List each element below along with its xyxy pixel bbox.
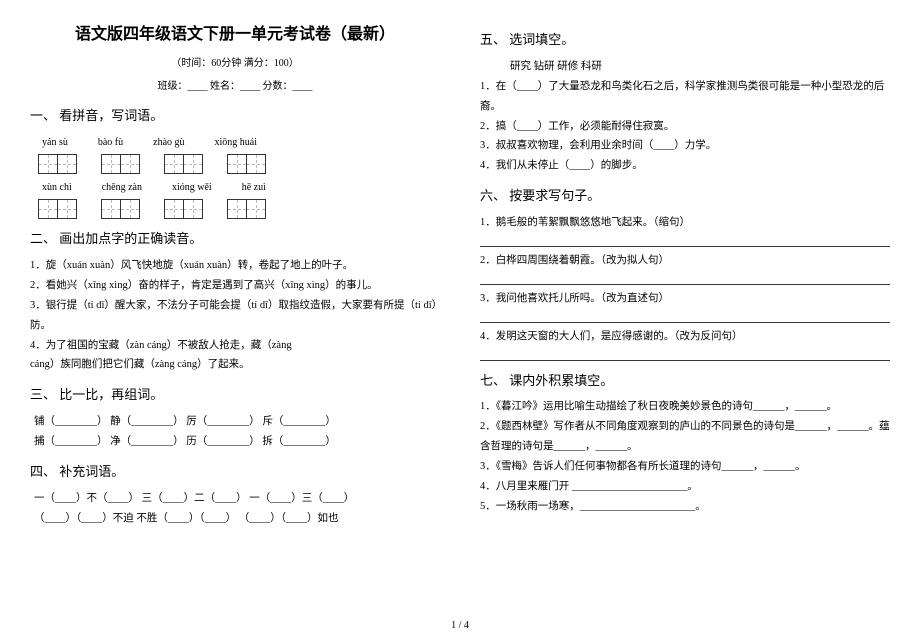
q-item: 5．一场秋雨一场寒，______________________。 xyxy=(480,497,890,517)
q-item: 2．《题西林壁》写作者从不同角度观察到的庐山的不同景色的诗句是______，__… xyxy=(480,417,890,457)
pinyin: hē zuì xyxy=(242,178,266,197)
tian-group xyxy=(38,154,77,174)
pinyin-row-2: xùn chì chēng zàn xióng wěi hē zuì xyxy=(30,178,440,197)
tian-group xyxy=(227,199,266,219)
page: 语文版四年级语文下册一单元考试卷（最新） （时间：60分钟 满分：100） 班级… xyxy=(0,0,920,539)
pinyin: xùn chì xyxy=(42,178,72,197)
q-item: 4．发明这天窗的大人们，是应得感谢的。（改为反问句） xyxy=(480,327,890,347)
word-row: （____）（____）不迫 不胜（____）（____） （____）（___… xyxy=(30,509,440,529)
pinyin: xiōng huái xyxy=(215,133,258,152)
left-column: 语文版四年级语文下册一单元考试卷（最新） （时间：60分钟 满分：100） 班级… xyxy=(30,20,440,529)
answer-line xyxy=(480,309,890,323)
word-row: 一（____）不（____） 三（____）二（____） 一（____）三（_… xyxy=(30,489,440,509)
answer-line xyxy=(480,233,890,247)
word-row: 铺（________） 静（________） 厉（________） 斥（__… xyxy=(30,412,440,432)
section-7-header: 七、 课内外积累填空。 xyxy=(480,369,890,394)
q-item: 3．银行提（tí dī）醒大家，不法分子可能会提（tí dī）取指纹造假，大家要… xyxy=(30,296,440,336)
q-item: 1．《暮江吟》运用比喻生动描绘了秋日夜晚美妙景色的诗句______，______… xyxy=(480,397,890,417)
word-row: 捕（________） 净（________） 历（________） 拆（__… xyxy=(30,432,440,452)
right-column: 五、 选词填空。 研究 钻研 研修 科研 1．在（____）了大量恐龙和鸟类化石… xyxy=(480,20,890,529)
answer-line xyxy=(480,271,890,285)
pinyin: zhào gù xyxy=(153,133,184,152)
student-info: 班级：____ 姓名：____ 分数：____ xyxy=(30,77,440,96)
box-row-2 xyxy=(30,199,440,219)
tian-group xyxy=(38,199,77,219)
pinyin: xióng wěi xyxy=(172,178,212,197)
doc-subtitle: （时间：60分钟 满分：100） xyxy=(30,54,440,73)
tian-group xyxy=(227,154,266,174)
pinyin: yán sù xyxy=(42,133,68,152)
q-item: cáng）族同胞们把它们藏（zàng cáng）了起来。 xyxy=(30,355,440,375)
pinyin: bào fù xyxy=(98,133,123,152)
box-row-1 xyxy=(30,154,440,174)
q-item: 2．看她兴（xīng xìng）奋的样子，肯定是遇到了高兴（xīng xìng）… xyxy=(30,276,440,296)
pinyin: chēng zàn xyxy=(102,178,142,197)
q-item: 3．叔叔喜欢物理，会利用业余时间（____）力学。 xyxy=(480,136,890,156)
doc-title: 语文版四年级语文下册一单元考试卷（最新） xyxy=(30,20,440,50)
page-footer: 1 / 4 xyxy=(0,620,920,631)
section-3-header: 三、 比一比，再组词。 xyxy=(30,383,440,408)
q-item: 3．我问他喜欢托儿所吗。（改为直述句） xyxy=(480,289,890,309)
tian-group xyxy=(101,154,140,174)
tian-group xyxy=(164,199,203,219)
answer-line xyxy=(480,347,890,361)
tian-group xyxy=(164,154,203,174)
tian-group xyxy=(101,199,140,219)
pinyin-row-1: yán sù bào fù zhào gù xiōng huái xyxy=(30,133,440,152)
section-5-header: 五、 选词填空。 xyxy=(480,28,890,53)
q-item: 2．搞（____）工作，必须能耐得住寂寞。 xyxy=(480,117,890,137)
section-2-header: 二、 画出加点字的正确读音。 xyxy=(30,227,440,252)
section-4-header: 四、 补充词语。 xyxy=(30,460,440,485)
q-item: 4．八月里来雁门开 ______________________。 xyxy=(480,477,890,497)
q-item: 4．为了祖国的宝藏（zàn cáng）不被敌人抢走，藏（zàng xyxy=(30,336,440,356)
section-6-header: 六、 按要求写句子。 xyxy=(480,184,890,209)
word-bank: 研究 钻研 研修 科研 xyxy=(480,57,890,77)
q-item: 2．白桦四周围绕着朝霞。（改为拟人句） xyxy=(480,251,890,271)
q-item: 3．《雪梅》告诉人们任何事物都各有所长道理的诗句______，______。 xyxy=(480,457,890,477)
q-item: 4．我们从未停止（____）的脚步。 xyxy=(480,156,890,176)
q-item: 1．鹅毛般的苇絮飘飘悠悠地飞起来。（缩句） xyxy=(480,213,890,233)
q-item: 1．旋（xuán xuàn）风飞快地旋（xuán xuàn）转，卷起了地上的叶子… xyxy=(30,256,440,276)
q-item: 1．在（____）了大量恐龙和鸟类化石之后，科学家推测鸟类很可能是一种小型恐龙的… xyxy=(480,77,890,117)
section-1-header: 一、 看拼音，写词语。 xyxy=(30,104,440,129)
